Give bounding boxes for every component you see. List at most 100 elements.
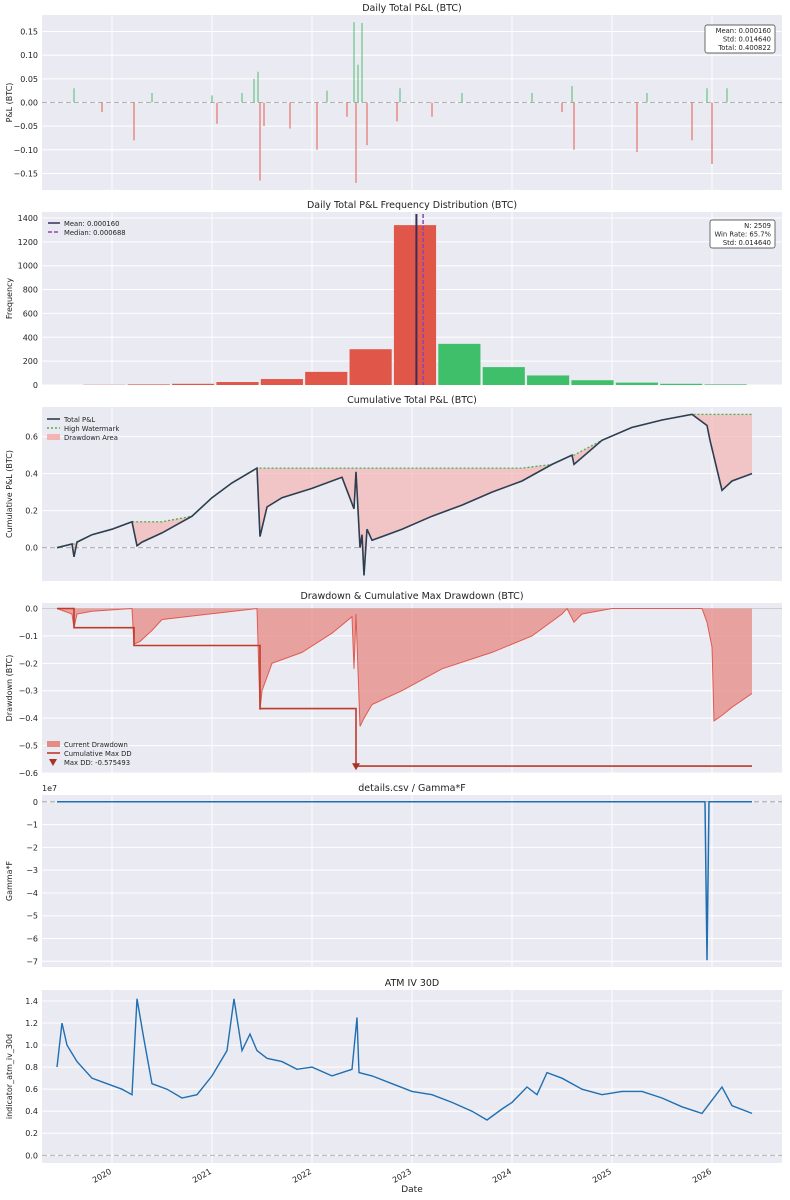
- hist-bar: [349, 349, 392, 385]
- y-tick-label: −2: [26, 843, 38, 852]
- y-tick-label: 1.0: [25, 1041, 38, 1050]
- y-tick-label: 1.2: [25, 1019, 38, 1028]
- y-tick-label: 0.05: [20, 75, 38, 84]
- gamma-line: [57, 801, 752, 961]
- y-tick-label: 0.8: [25, 1063, 38, 1072]
- legend-swatch: [49, 759, 57, 766]
- stats-line: Mean: 0.000160: [716, 27, 771, 35]
- legend-label: Max DD: -0.575493: [64, 759, 130, 767]
- hist-bar: [172, 383, 215, 385]
- stats-line: Std: 0.014640: [723, 36, 771, 44]
- y-tick-label: −5: [26, 912, 38, 921]
- chart-title: Daily Total P&L (BTC): [362, 3, 462, 14]
- y-tick-label: 1.4: [25, 997, 38, 1006]
- legend-label: Total P&L: [63, 416, 95, 424]
- y-tick-label: 0.0: [25, 544, 38, 553]
- iv-line: [56, 998, 753, 1121]
- x-tick-label: 2024: [491, 1167, 513, 1185]
- chart-gamma: 0 −1 −2 −3 −4 −5 −6 −7 details.csv / Gamma*F Gamm…: [5, 783, 782, 967]
- hist-bar: [127, 384, 170, 385]
- y-axis-label: indicator_atm_iv_30d: [5, 1034, 14, 1119]
- y-tick-label: −0.4: [19, 714, 38, 723]
- chart-title: Daily Total P&L Frequency Distribution (…: [307, 200, 517, 211]
- y-tick-label: −4: [26, 889, 38, 898]
- y-tick-label: 400: [23, 333, 38, 342]
- y-tick-label: 0.2: [25, 1129, 38, 1138]
- chart-title: Drawdown & Cumulative Max Drawdown (BTC): [300, 591, 523, 602]
- legend-label: Median: 0.000688: [64, 229, 126, 237]
- figure-xlabel: Date: [401, 1185, 423, 1195]
- y-tick-label: 0.10: [20, 51, 38, 60]
- y-tick-label: −3: [26, 866, 38, 875]
- y-axis-label: Frequency: [5, 278, 14, 320]
- stats-line: Win Rate: 65.7%: [714, 231, 771, 239]
- x-tick-label: 2020: [91, 1167, 113, 1185]
- y-tick-label: 200: [23, 357, 38, 366]
- hist-bar: [660, 383, 703, 385]
- y-tick-label: 0.6: [25, 1085, 38, 1094]
- y-tick-label: 0.4: [25, 470, 38, 479]
- chart-title: Cumulative Total P&L (BTC): [347, 395, 477, 406]
- hist-bar: [305, 371, 348, 385]
- y-tick-label: −0.2: [19, 659, 38, 668]
- y-tick-label: 0.2: [25, 507, 38, 516]
- y-tick-label: −6: [26, 935, 38, 944]
- y-tick-label: 1000: [18, 262, 38, 271]
- y-tick-label: 0: [33, 381, 38, 390]
- hist-bar: [216, 382, 259, 385]
- current-drawdown-line: [56, 607, 753, 727]
- legend-label: Current Drawdown: [64, 741, 128, 749]
- drawdown-area: [57, 414, 752, 576]
- chart-title: ATM IV 30D: [385, 978, 440, 989]
- chart-pnl: 0.15 0.10 0.05 0.00 −0.05 −0.10 −0.15 Daily Tot…: [5, 3, 782, 190]
- y-tick-label: 0.15: [20, 28, 38, 37]
- hist-bar: [482, 367, 525, 385]
- current-drawdown-area: [57, 608, 752, 727]
- hist-bar: [260, 379, 303, 385]
- y-axis-label: Cumulative P&L (BTC): [5, 450, 14, 538]
- x-tick-label: 2022: [291, 1167, 313, 1185]
- chart-title: details.csv / Gamma*F: [358, 783, 465, 794]
- total-pnl-line: [56, 413, 753, 576]
- legend-swatch: [47, 434, 60, 440]
- y-tick-label: 600: [23, 309, 38, 318]
- legend-label: Drawdown Area: [64, 434, 118, 442]
- y-tick-label: −0.05: [13, 122, 38, 131]
- y-tick-label: 0.00: [20, 99, 38, 108]
- stats-box-frame: [709, 219, 776, 249]
- hist-bar: [615, 382, 658, 385]
- y-tick-label: 0.0: [25, 1151, 38, 1160]
- y-tick-label: 1200: [18, 238, 38, 247]
- y-tick-label: 1400: [18, 214, 38, 223]
- chart-hist: 0 200 400 600 800 1000 1200 1400 Daily Total P&L…: [5, 200, 782, 390]
- y-tick-label: −0.10: [13, 146, 38, 155]
- legend-label: Mean: 0.000160: [64, 220, 119, 228]
- stats-line: Total: 0.400822: [717, 44, 771, 52]
- y-tick-label: −0.6: [19, 769, 38, 778]
- x-tick-label: 2025: [591, 1167, 613, 1185]
- hist-bar: [438, 343, 481, 385]
- chart-dd: 0.0 −0.1 −0.2 −0.3 −0.4 −0.5 −0.6 Drawdown & Cu…: [5, 591, 782, 778]
- stats-line: N: 2509: [744, 222, 771, 230]
- chart-cum: 0.6 0.4 0.2 0.0 Cumulative Total P&L (BTC) Cu…: [5, 395, 782, 581]
- legend-label: Cumulative Max DD: [64, 750, 132, 758]
- stats-box-frame: [704, 24, 776, 54]
- y-scale-label: 1e7: [42, 784, 57, 793]
- y-tick-label: −1: [26, 821, 38, 830]
- y-tick-label: −0.5: [19, 742, 38, 751]
- hist-bar: [527, 375, 570, 385]
- y-axis-label: Drawdown (BTC): [5, 655, 14, 722]
- x-tick-label: 2026: [691, 1167, 713, 1185]
- stats-line: Std: 0.014640: [723, 239, 771, 247]
- y-tick-label: −7: [26, 957, 38, 966]
- y-tick-label: 800: [23, 286, 38, 295]
- legend-swatch: [47, 741, 60, 747]
- legend-label: High Watermark: [64, 425, 119, 433]
- x-tick-label: 2023: [391, 1167, 413, 1185]
- cumulative-max-dd-line: [57, 607, 752, 767]
